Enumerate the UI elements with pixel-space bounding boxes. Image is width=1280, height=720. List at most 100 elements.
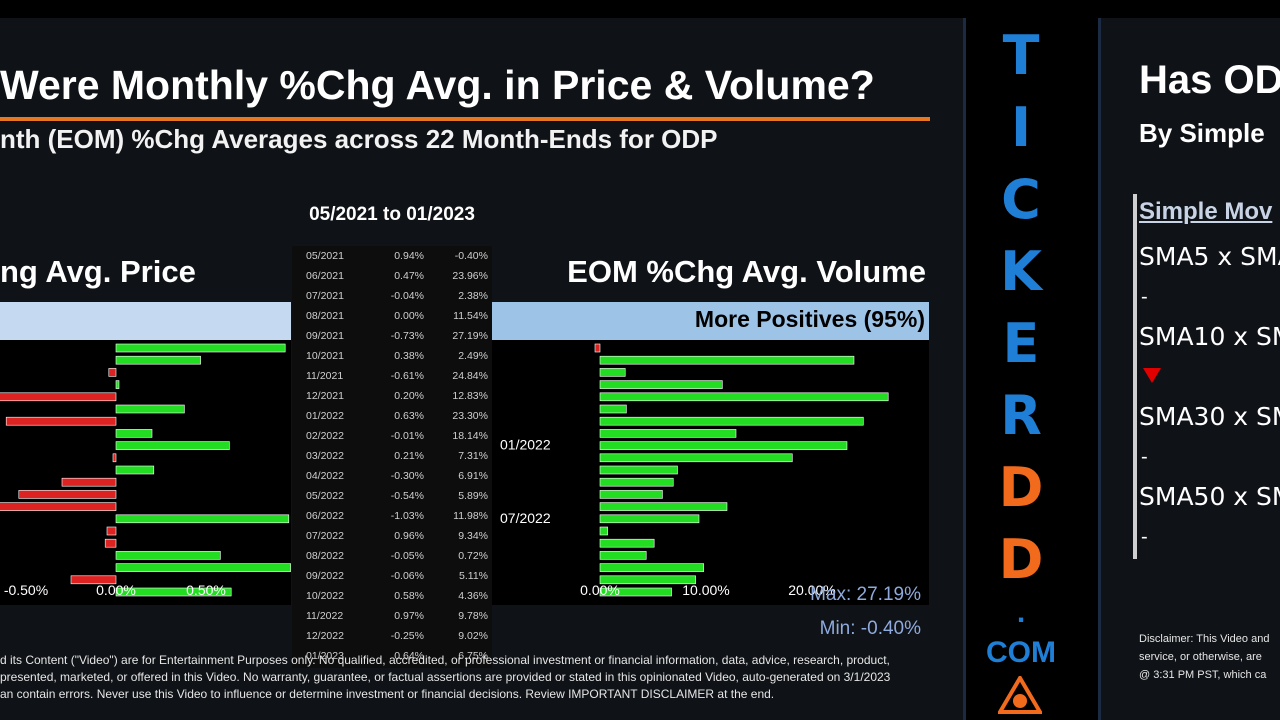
month-cell: 06/2021: [306, 270, 344, 282]
price-bar: [115, 355, 201, 365]
list-divider: [1133, 194, 1137, 559]
price-chg-cell: 0.00%: [394, 310, 424, 322]
next-slide-title: Has OD: [1139, 58, 1280, 102]
next-slide-subtitle: By Simple: [1139, 118, 1265, 148]
disclaimer-text: d its Content ("Video") are for Entertai…: [0, 652, 930, 703]
month-cell: 02/2022: [306, 430, 344, 442]
max-label: Max: 27.19%: [810, 584, 921, 605]
volume-bar: [599, 453, 793, 463]
volume-chg-cell: 9.02%: [458, 630, 488, 642]
volume-bar: [594, 343, 601, 353]
volume-chg-cell: 6.75%: [458, 650, 488, 662]
table-row: 11/2021 -0.61% 24.84%: [292, 366, 492, 386]
price-bar: [115, 404, 185, 414]
volume-chg-cell: 4.36%: [458, 590, 488, 602]
sma-item: SMA5 x SMA: [1139, 242, 1280, 271]
price-bar: [108, 368, 117, 377]
disclaimer-line: an contain errors. Never use this Video …: [0, 687, 775, 701]
price-chg-cell: -0.05%: [390, 550, 424, 562]
price-chg-cell: 0.58%: [394, 590, 424, 602]
price-bar: [115, 587, 232, 597]
title-divider: [0, 117, 930, 121]
brand-letter: K: [1000, 240, 1042, 303]
table-row: 01/2022 0.63% 23.30%: [292, 406, 492, 426]
month-cell: 05/2022: [306, 490, 344, 502]
brand-dot: .: [1016, 596, 1026, 629]
price-bar: [115, 563, 291, 572]
main-slide: Were Monthly %Chg Avg. in Price & Volume…: [0, 18, 966, 720]
next-slide: Has OD By Simple Simple Mov SMA5 x SMA -…: [1098, 18, 1280, 720]
volume-bar: [599, 575, 696, 585]
price-chg-cell: 0.94%: [394, 250, 424, 262]
price-panel-title: ng Avg. Price: [0, 254, 196, 289]
price-bar: [112, 453, 117, 463]
sma-heading: Simple Mov: [1139, 198, 1273, 225]
table-row: 09/2021 -0.73% 27.19%: [292, 326, 492, 346]
month-cell: 08/2022: [306, 550, 344, 562]
price-bar: [0, 502, 117, 511]
table-row: 07/2021 -0.04% 2.38%: [292, 286, 492, 306]
price-chg-cell: -0.30%: [390, 470, 424, 482]
volume-chg-cell: 18.14%: [452, 430, 488, 442]
price-chg-cell: 0.38%: [394, 350, 424, 362]
month-cell: 07/2021: [306, 290, 344, 302]
table-row: 06/2022 -1.03% 11.98%: [292, 506, 492, 526]
month-data-table: 05/2021 0.94% -0.40% 06/2021 0.47% 23.96% 07/2…: [292, 246, 492, 668]
table-row: 10/2021 0.38% 2.49%: [292, 346, 492, 366]
price-tick-label: 0.50%: [186, 582, 226, 598]
table-row: 05/2021 0.94% -0.40%: [292, 246, 492, 266]
volume-tick-label: 0.00%: [580, 582, 620, 598]
volume-category-label: 07/2022: [500, 510, 551, 526]
brand-letter: I: [1010, 96, 1032, 159]
volume-bar: [599, 416, 864, 426]
date-range-label: 05/2021 to 01/2023: [309, 204, 475, 225]
sma-dash: -: [1141, 526, 1148, 548]
price-bar: [115, 380, 120, 389]
sma-item: SMA30 x SM: [1139, 402, 1280, 431]
volume-chg-cell: -0.40%: [454, 250, 488, 262]
month-cell: 08/2021: [306, 310, 344, 322]
volume-bar: [599, 514, 700, 524]
month-cell: 01/2022: [306, 410, 344, 422]
disclaimer-line: d its Content ("Video") are for Entertai…: [0, 653, 890, 667]
price-bar: [115, 465, 155, 475]
volume-bar: [599, 502, 728, 511]
slide-subtitle: nth (EOM) %Chg Averages across 22 Month-…: [0, 124, 718, 154]
price-bar: [115, 551, 221, 560]
volume-bar: [599, 551, 647, 560]
month-cell: 01/2023: [306, 650, 344, 662]
price-summary-band: [0, 302, 291, 340]
month-cell: 12/2021: [306, 390, 344, 402]
brand-letter: T: [1002, 24, 1040, 87]
volume-chg-cell: 6.91%: [458, 470, 488, 482]
price-tick-label: -0.50%: [4, 582, 48, 598]
price-chg-cell: -0.04%: [390, 290, 424, 302]
month-cell: 10/2021: [306, 350, 344, 362]
brand-letter: R: [1000, 384, 1042, 447]
price-bar: [115, 514, 290, 524]
volume-bar: [599, 392, 889, 402]
volume-chg-cell: 2.38%: [458, 290, 488, 302]
month-cell: 10/2022: [306, 590, 344, 602]
month-cell: 03/2022: [306, 450, 344, 462]
price-bar: [115, 429, 153, 438]
price-chg-cell: 0.97%: [394, 610, 424, 622]
price-bar-chart: -0.50% 0.00% 0.50%: [0, 340, 291, 605]
volume-chg-cell: 5.11%: [459, 570, 488, 582]
price-bar: [115, 441, 230, 450]
next-slide-disclaimer: Disclaimer: This Video and service, or o…: [1139, 630, 1269, 684]
brand-logo-icon: [998, 676, 1042, 714]
table-row: 12/2021 0.20% 12.83%: [292, 386, 492, 406]
volume-chg-cell: 2.49%: [458, 350, 488, 362]
table-row: 11/2022 0.97% 9.78%: [292, 606, 492, 626]
brand-letter: D: [998, 456, 1044, 519]
brand-letter: E: [1002, 312, 1040, 375]
price-chg-cell: -0.73%: [390, 330, 424, 342]
table-row: 08/2022 -0.05% 0.72%: [292, 546, 492, 566]
volume-chg-cell: 7.31%: [458, 450, 488, 462]
brand-strip: T I C K E R D D . COM: [966, 0, 1098, 720]
volume-chg-cell: 12.83%: [452, 390, 488, 402]
volume-bar: [599, 538, 655, 548]
volume-category-label: 01/2022: [500, 437, 551, 453]
price-bar: [106, 526, 117, 536]
